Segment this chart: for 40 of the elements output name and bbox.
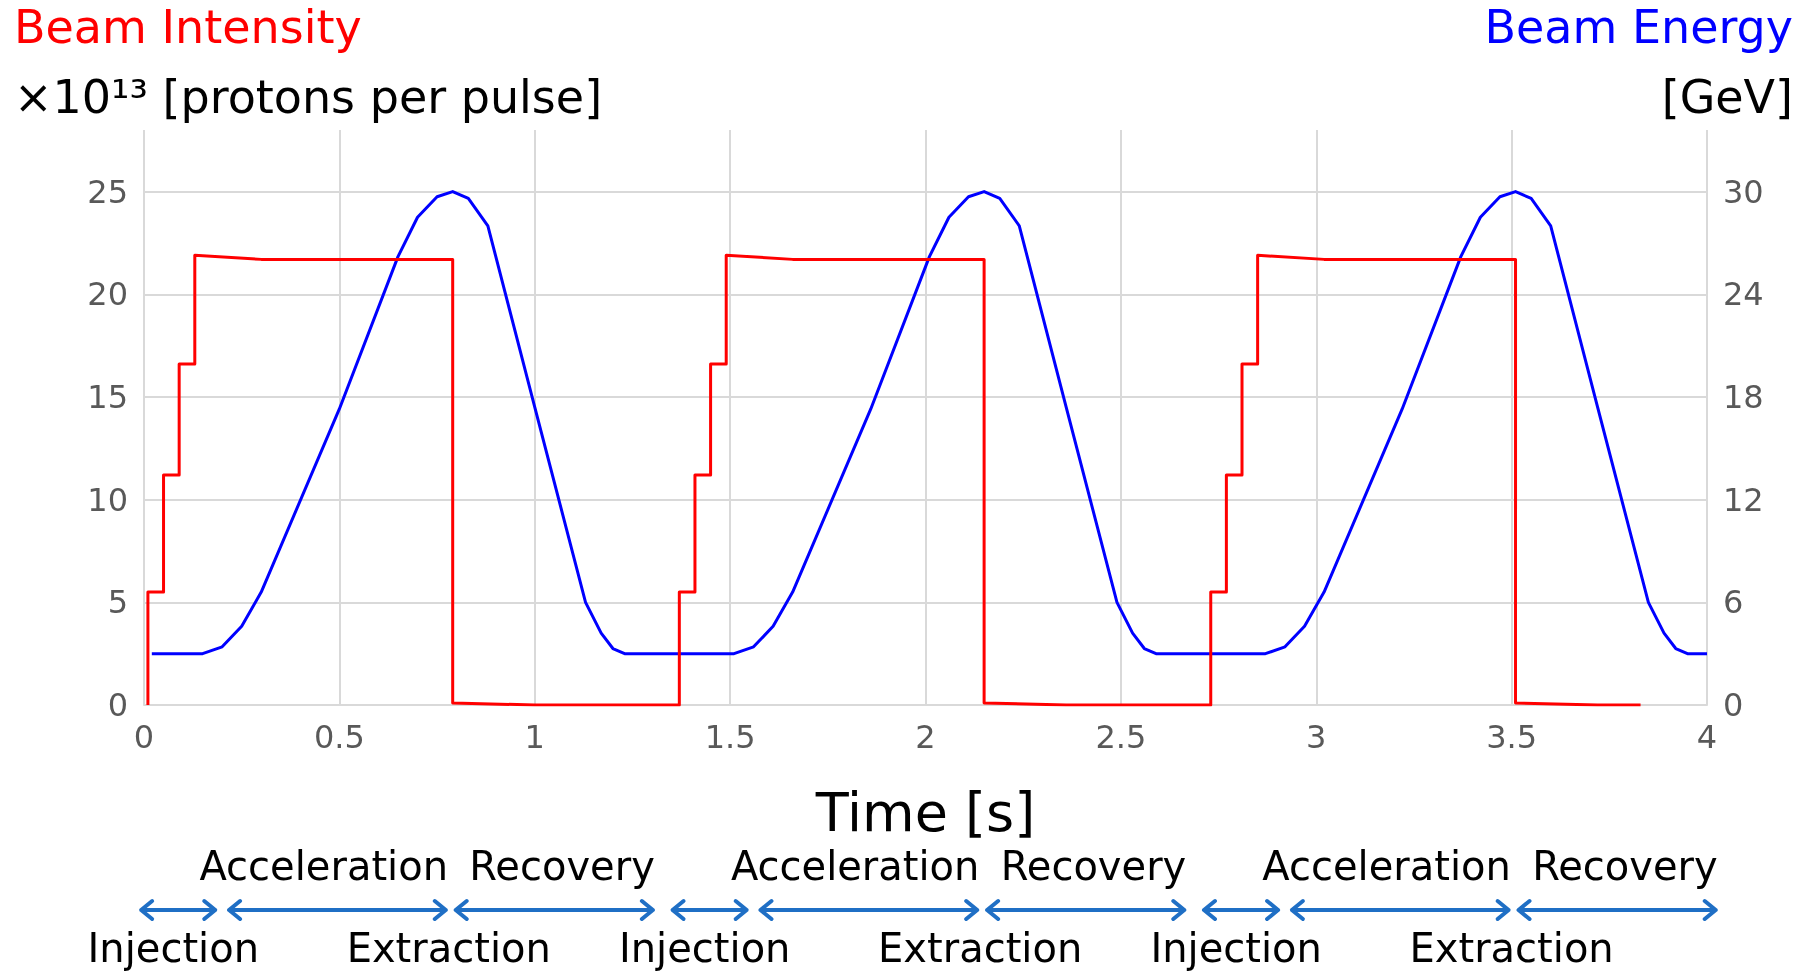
text: Recovery <box>1532 843 1718 889</box>
text: Injection <box>1150 925 1322 971</box>
x-tick-label: 4 <box>1696 718 1718 756</box>
text: Extraction <box>346 925 551 971</box>
text: Acceleration <box>199 843 449 889</box>
y2-tick-label: 0 <box>1723 686 1744 724</box>
y-tick-label: 0 <box>107 686 128 724</box>
y2-tick-label: 12 <box>1723 480 1764 519</box>
text: Beam Intensity <box>14 0 362 54</box>
x-tick-label: 1 <box>524 718 545 756</box>
x-tick-label: 0 <box>133 718 155 756</box>
y-tick-label: 15 <box>87 377 128 416</box>
y-tick-label: 20 <box>87 275 128 314</box>
y-tick-label: 5 <box>107 583 128 622</box>
text: Beam Energy <box>1484 0 1793 54</box>
x-tick-label: 2.5 <box>1095 718 1147 756</box>
y2-tick-label: 6 <box>1723 583 1744 622</box>
text: Recovery <box>1000 843 1187 889</box>
y-axis-title: ×10¹³ [protons per pulse] <box>14 70 603 124</box>
text: Injection <box>87 925 260 971</box>
text: Injection <box>618 925 791 971</box>
y-tick-label: 10 <box>87 480 128 519</box>
x-tick-label: 3 <box>1306 718 1327 756</box>
line-series <box>150 190 1709 656</box>
text: Recovery <box>469 843 655 889</box>
y2-tick-label: 30 <box>1723 172 1764 211</box>
text: Acceleration <box>730 843 980 889</box>
y-tick-label: 25 <box>87 172 128 211</box>
x-tick-label: 3.5 <box>1486 718 1538 756</box>
y2-axis-title: [GeV] <box>1661 70 1793 124</box>
y2-tick-label: 18 <box>1723 377 1764 416</box>
text: Extraction <box>878 925 1083 971</box>
x-axis-title: Time [s] <box>814 780 1036 844</box>
text: Acceleration <box>1262 843 1511 889</box>
y2-tick-label: 24 <box>1723 275 1764 314</box>
line-series <box>146 253 1643 707</box>
x-tick-label: 2 <box>915 718 936 756</box>
x-tick-label: 0.5 <box>313 718 365 756</box>
text: Extraction <box>1409 925 1614 971</box>
x-tick-label: 1.5 <box>704 718 756 756</box>
